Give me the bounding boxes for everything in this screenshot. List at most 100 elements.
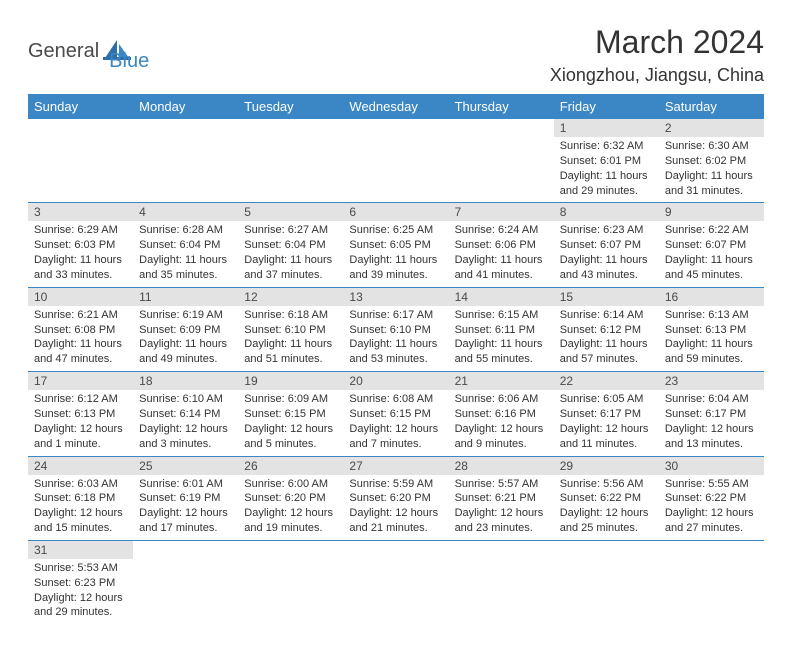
day-details: Sunrise: 6:00 AMSunset: 6:20 PMDaylight:… <box>238 475 343 540</box>
calendar-day-cell: 16Sunrise: 6:13 AMSunset: 6:13 PMDayligh… <box>659 287 764 371</box>
calendar-day-cell: 15Sunrise: 6:14 AMSunset: 6:12 PMDayligh… <box>554 287 659 371</box>
day-number: 27 <box>343 457 448 475</box>
day-details: Sunrise: 5:55 AMSunset: 6:22 PMDaylight:… <box>659 475 764 540</box>
day-number: 19 <box>238 372 343 390</box>
day-details: Sunrise: 5:56 AMSunset: 6:22 PMDaylight:… <box>554 475 659 540</box>
day-details: Sunrise: 6:27 AMSunset: 6:04 PMDaylight:… <box>238 221 343 286</box>
calendar-day-cell: 13Sunrise: 6:17 AMSunset: 6:10 PMDayligh… <box>343 287 448 371</box>
location-text: Xiongzhou, Jiangsu, China <box>550 65 764 86</box>
calendar-day-cell: 19Sunrise: 6:09 AMSunset: 6:15 PMDayligh… <box>238 372 343 456</box>
weekday-header: Wednesday <box>343 94 448 119</box>
day-number: 28 <box>449 457 554 475</box>
calendar-day-cell <box>28 119 133 203</box>
day-details: Sunrise: 6:24 AMSunset: 6:06 PMDaylight:… <box>449 221 554 286</box>
day-number: 29 <box>554 457 659 475</box>
day-details: Sunrise: 6:01 AMSunset: 6:19 PMDaylight:… <box>133 475 238 540</box>
day-number: 1 <box>554 119 659 137</box>
calendar-day-cell: 6Sunrise: 6:25 AMSunset: 6:05 PMDaylight… <box>343 203 448 287</box>
day-details: Sunrise: 6:32 AMSunset: 6:01 PMDaylight:… <box>554 137 659 202</box>
day-number: 20 <box>343 372 448 390</box>
day-number: 7 <box>449 203 554 221</box>
calendar-week-row: 1Sunrise: 6:32 AMSunset: 6:01 PMDaylight… <box>28 119 764 203</box>
calendar-day-cell: 14Sunrise: 6:15 AMSunset: 6:11 PMDayligh… <box>449 287 554 371</box>
day-details: Sunrise: 6:09 AMSunset: 6:15 PMDaylight:… <box>238 390 343 455</box>
day-number: 10 <box>28 288 133 306</box>
calendar-table: SundayMondayTuesdayWednesdayThursdayFrid… <box>28 94 764 624</box>
day-number: 22 <box>554 372 659 390</box>
day-details: Sunrise: 6:17 AMSunset: 6:10 PMDaylight:… <box>343 306 448 371</box>
day-details: Sunrise: 6:22 AMSunset: 6:07 PMDaylight:… <box>659 221 764 286</box>
month-title: March 2024 <box>550 24 764 61</box>
day-number: 13 <box>343 288 448 306</box>
day-number: 30 <box>659 457 764 475</box>
calendar-day-cell: 9Sunrise: 6:22 AMSunset: 6:07 PMDaylight… <box>659 203 764 287</box>
calendar-day-cell <box>343 119 448 203</box>
calendar-day-cell: 26Sunrise: 6:00 AMSunset: 6:20 PMDayligh… <box>238 456 343 540</box>
calendar-day-cell: 30Sunrise: 5:55 AMSunset: 6:22 PMDayligh… <box>659 456 764 540</box>
calendar-day-cell: 17Sunrise: 6:12 AMSunset: 6:13 PMDayligh… <box>28 372 133 456</box>
weekday-header: Friday <box>554 94 659 119</box>
calendar-day-cell: 10Sunrise: 6:21 AMSunset: 6:08 PMDayligh… <box>28 287 133 371</box>
calendar-day-cell: 12Sunrise: 6:18 AMSunset: 6:10 PMDayligh… <box>238 287 343 371</box>
calendar-day-cell: 27Sunrise: 5:59 AMSunset: 6:20 PMDayligh… <box>343 456 448 540</box>
calendar-day-cell <box>133 119 238 203</box>
day-details: Sunrise: 6:21 AMSunset: 6:08 PMDaylight:… <box>28 306 133 371</box>
logo: General Blue <box>28 30 149 73</box>
day-number: 14 <box>449 288 554 306</box>
calendar-day-cell: 18Sunrise: 6:10 AMSunset: 6:14 PMDayligh… <box>133 372 238 456</box>
calendar-week-row: 3Sunrise: 6:29 AMSunset: 6:03 PMDaylight… <box>28 203 764 287</box>
day-details: Sunrise: 5:57 AMSunset: 6:21 PMDaylight:… <box>449 475 554 540</box>
day-details: Sunrise: 6:19 AMSunset: 6:09 PMDaylight:… <box>133 306 238 371</box>
day-number: 16 <box>659 288 764 306</box>
weekday-header-row: SundayMondayTuesdayWednesdayThursdayFrid… <box>28 94 764 119</box>
day-details: Sunrise: 6:06 AMSunset: 6:16 PMDaylight:… <box>449 390 554 455</box>
weekday-header: Monday <box>133 94 238 119</box>
calendar-day-cell: 29Sunrise: 5:56 AMSunset: 6:22 PMDayligh… <box>554 456 659 540</box>
day-details: Sunrise: 6:08 AMSunset: 6:15 PMDaylight:… <box>343 390 448 455</box>
day-number: 26 <box>238 457 343 475</box>
day-number: 24 <box>28 457 133 475</box>
day-number: 6 <box>343 203 448 221</box>
calendar-week-row: 24Sunrise: 6:03 AMSunset: 6:18 PMDayligh… <box>28 456 764 540</box>
weekday-header: Saturday <box>659 94 764 119</box>
day-details: Sunrise: 6:05 AMSunset: 6:17 PMDaylight:… <box>554 390 659 455</box>
day-number: 4 <box>133 203 238 221</box>
day-number: 31 <box>28 541 133 559</box>
day-number: 9 <box>659 203 764 221</box>
weekday-header: Tuesday <box>238 94 343 119</box>
weekday-header: Sunday <box>28 94 133 119</box>
day-details: Sunrise: 6:29 AMSunset: 6:03 PMDaylight:… <box>28 221 133 286</box>
title-block: March 2024 Xiongzhou, Jiangsu, China <box>550 24 764 86</box>
calendar-day-cell: 11Sunrise: 6:19 AMSunset: 6:09 PMDayligh… <box>133 287 238 371</box>
day-number: 11 <box>133 288 238 306</box>
calendar-day-cell: 21Sunrise: 6:06 AMSunset: 6:16 PMDayligh… <box>449 372 554 456</box>
calendar-body: 1Sunrise: 6:32 AMSunset: 6:01 PMDaylight… <box>28 119 764 624</box>
day-number: 15 <box>554 288 659 306</box>
calendar-day-cell: 3Sunrise: 6:29 AMSunset: 6:03 PMDaylight… <box>28 203 133 287</box>
day-details: Sunrise: 6:03 AMSunset: 6:18 PMDaylight:… <box>28 475 133 540</box>
day-details: Sunrise: 6:25 AMSunset: 6:05 PMDaylight:… <box>343 221 448 286</box>
weekday-header: Thursday <box>449 94 554 119</box>
calendar-day-cell: 1Sunrise: 6:32 AMSunset: 6:01 PMDaylight… <box>554 119 659 203</box>
day-details: Sunrise: 5:53 AMSunset: 6:23 PMDaylight:… <box>28 559 133 624</box>
logo-text-blue: Blue <box>109 50 149 73</box>
day-details: Sunrise: 6:28 AMSunset: 6:04 PMDaylight:… <box>133 221 238 286</box>
calendar-day-cell: 7Sunrise: 6:24 AMSunset: 6:06 PMDaylight… <box>449 203 554 287</box>
day-number: 5 <box>238 203 343 221</box>
day-number: 23 <box>659 372 764 390</box>
calendar-week-row: 10Sunrise: 6:21 AMSunset: 6:08 PMDayligh… <box>28 287 764 371</box>
day-number: 18 <box>133 372 238 390</box>
calendar-day-cell <box>238 119 343 203</box>
day-details: Sunrise: 6:14 AMSunset: 6:12 PMDaylight:… <box>554 306 659 371</box>
calendar-day-cell <box>449 119 554 203</box>
calendar-day-cell: 2Sunrise: 6:30 AMSunset: 6:02 PMDaylight… <box>659 119 764 203</box>
day-details: Sunrise: 6:12 AMSunset: 6:13 PMDaylight:… <box>28 390 133 455</box>
day-details: Sunrise: 6:23 AMSunset: 6:07 PMDaylight:… <box>554 221 659 286</box>
calendar-week-row: 17Sunrise: 6:12 AMSunset: 6:13 PMDayligh… <box>28 372 764 456</box>
calendar-day-cell: 5Sunrise: 6:27 AMSunset: 6:04 PMDaylight… <box>238 203 343 287</box>
logo-text-general: General <box>28 40 99 63</box>
calendar-page: General Blue March 2024 Xiongzhou, Jiang… <box>0 0 792 648</box>
day-number: 2 <box>659 119 764 137</box>
day-number: 17 <box>28 372 133 390</box>
day-details: Sunrise: 6:10 AMSunset: 6:14 PMDaylight:… <box>133 390 238 455</box>
